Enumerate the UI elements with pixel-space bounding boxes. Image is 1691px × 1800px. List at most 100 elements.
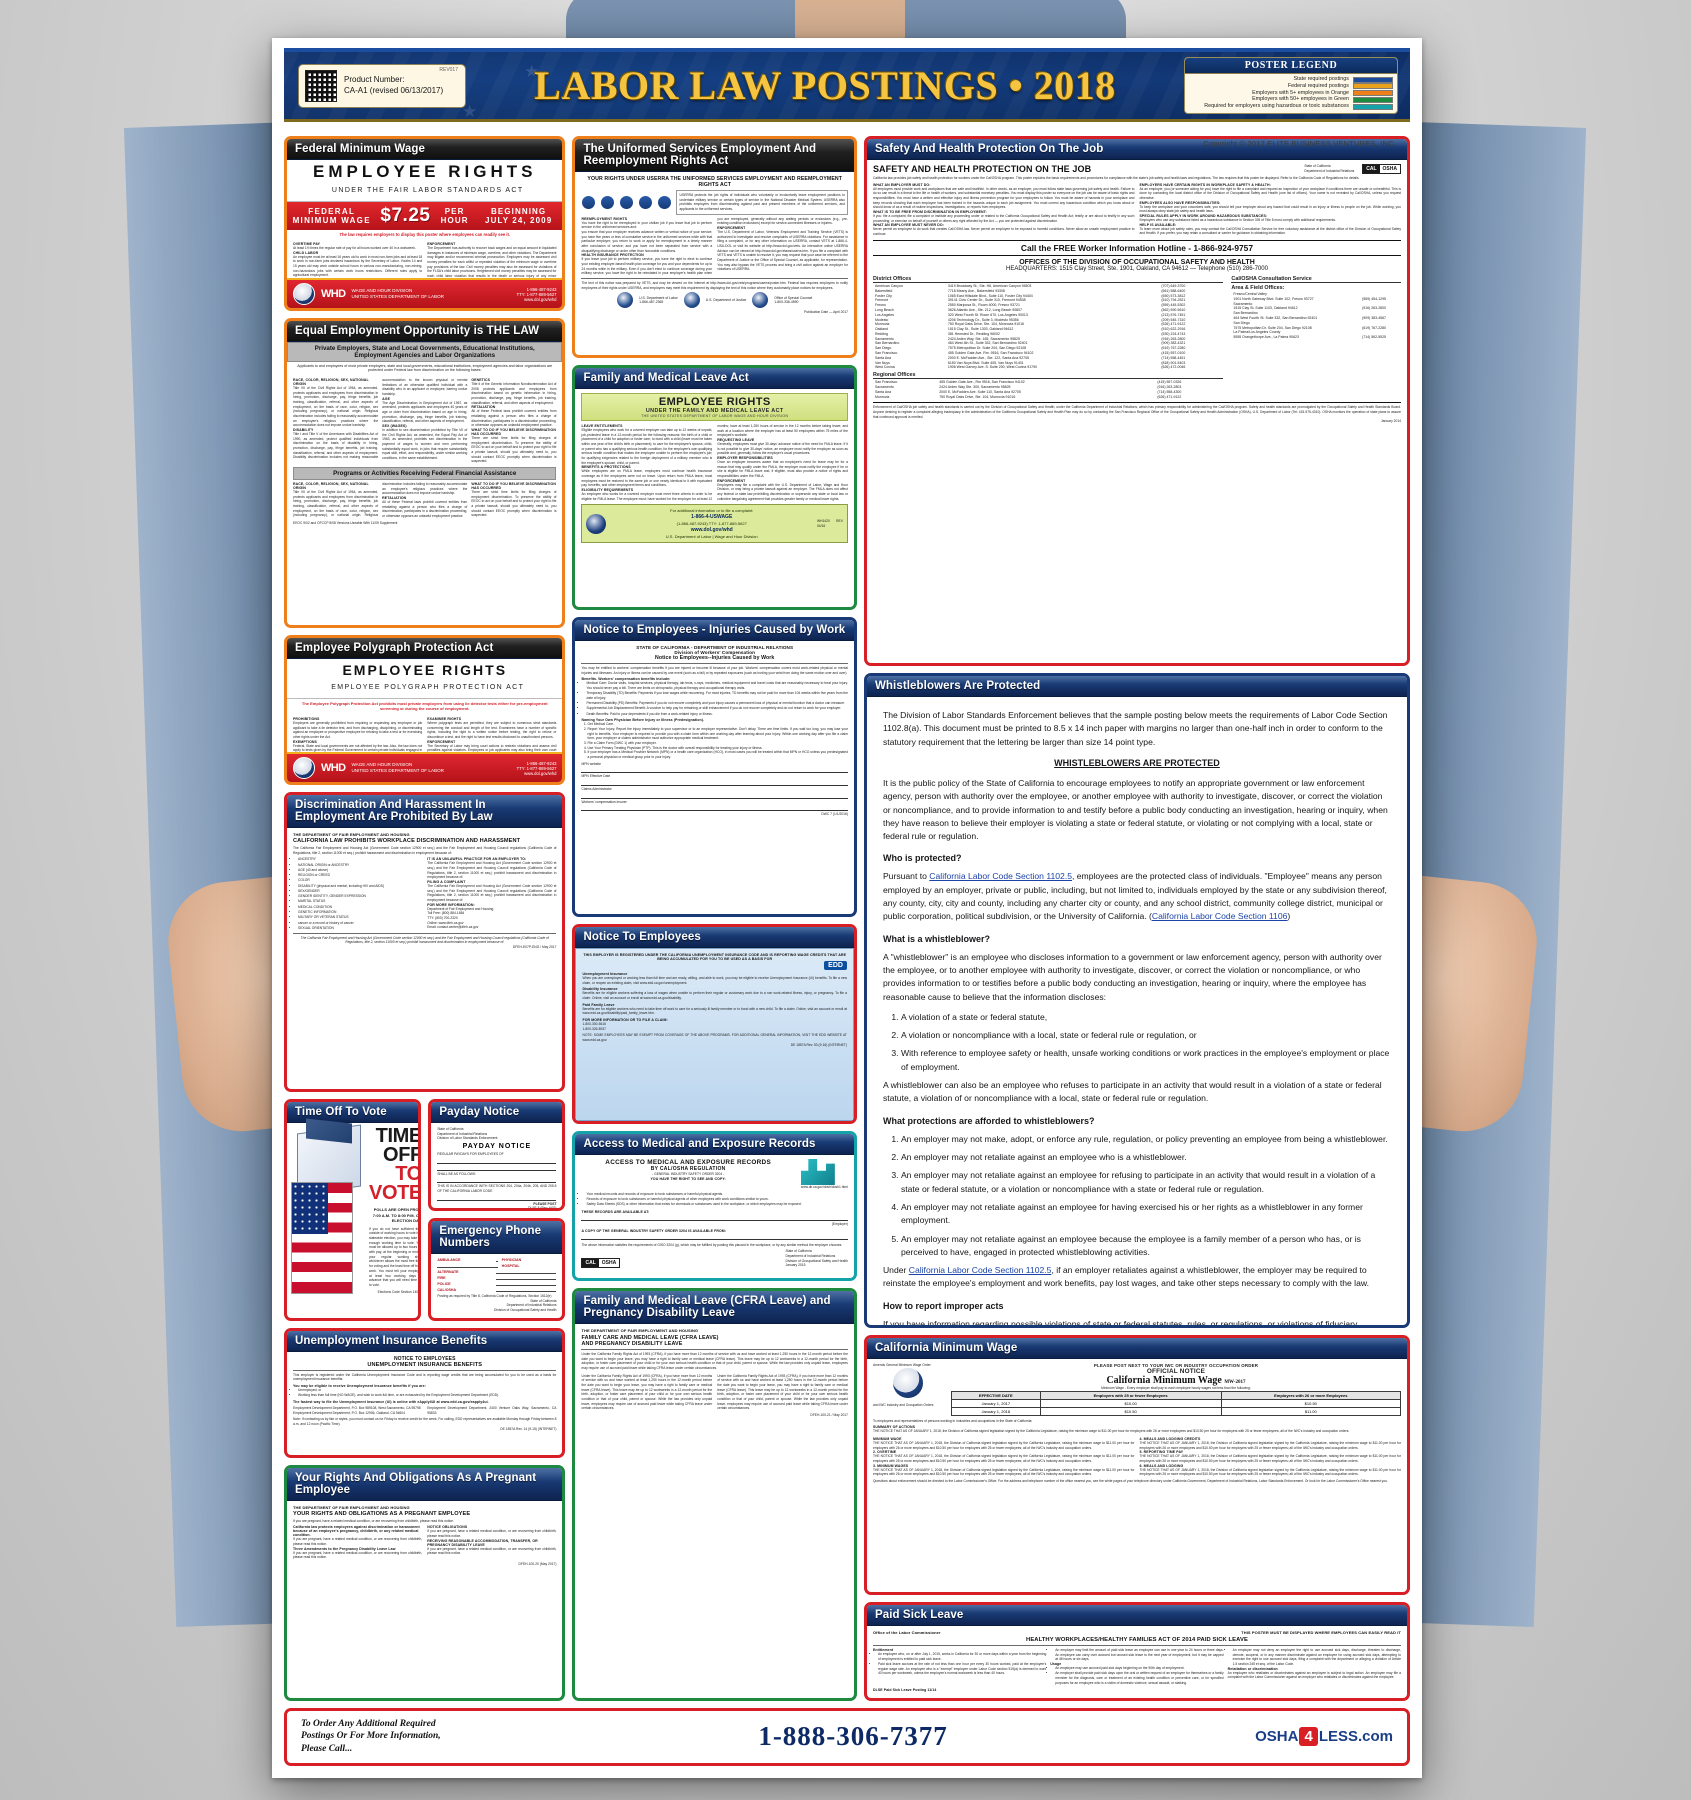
panel-header: Equal Employment Opportunity is THE LAW [287, 321, 563, 342]
section-body: The California Fair Employment and Housi… [427, 861, 557, 880]
payday-field-input[interactable] [437, 1165, 557, 1171]
panel-cfra-pregnancy-disability-leave: Family and Medical Leave (CFRA Leave) an… [572, 1288, 857, 1701]
ui-title-1: NOTICE TO EMPLOYEES [393, 1355, 456, 1362]
pregnant-title: YOUR RIGHTS AND OBLIGATIONS AS A PREGNAN… [293, 1510, 471, 1517]
records-line2: A COPY OF THE GENERAL INDUSTRY SAFETY OR… [581, 1228, 727, 1233]
section-body: Once an employer becomes aware that an e… [717, 460, 848, 479]
dol-url[interactable]: www.dol.gov/whd [524, 770, 557, 776]
marines-seal-icon [638, 194, 654, 210]
more-information-head: FOR MORE INFORMATION: [427, 902, 475, 907]
edd-phone-spanish: 1-800-326-8937 [582, 1026, 606, 1031]
protection-item: An employer may not retaliate against an… [901, 1233, 1391, 1260]
payday-field-input[interactable] [437, 1195, 557, 1201]
panel-payday-notice: Payday Notice State of California Depart… [428, 1099, 566, 1211]
table-row: Long Beach 3626 Atlantic Ave., Ste. 212, … [874, 308, 1186, 313]
program-name: Paid Family Leave [582, 1002, 615, 1007]
table-row: Sacramento 2424 Arden Way, Ste. 165, Sacr… [874, 336, 1186, 341]
osha4less-logo[interactable]: OSHA 4 LESS.com [1255, 1727, 1393, 1747]
labor-code-1102-5-link[interactable]: California Labor Code Section 1102.5 [929, 871, 1072, 882]
injuries-field-input[interactable] [581, 767, 848, 774]
dfeh-department: THE DEPARTMENT OF FAIR EMPLOYMENT AND HO… [293, 1504, 410, 1510]
emergency-contacts-grid: AMBULANCE PHYSICIAN HOSPITAL ALTERNATE FI… [437, 1258, 557, 1292]
records-bullet: Safety Data Sheets (SDS) or other inform… [586, 1202, 847, 1207]
dol-phone: 1-866-487-9243 [526, 760, 557, 766]
contact-website[interactable]: Online: www.dfeh.ca.gov [427, 920, 464, 925]
product-number-label: Product Number: [344, 75, 405, 85]
table-header-row: EFFECTIVE DATE Employers with 25 or fewe… [950, 1390, 1402, 1400]
table-row: 1515 Clay St. Suite 1103, Oakland 94612(… [1233, 306, 1386, 311]
dol-url[interactable]: www.dol.gov/whd [524, 296, 557, 302]
section-body: To keep the workplace and your coworkers… [1139, 204, 1401, 214]
poster-legend: POSTER LEGEND State required postings Fe… [1184, 57, 1398, 114]
contact-email[interactable]: Email: contact.center@dfeh.ca.gov [427, 925, 479, 930]
cfra-doc-id: DFEH-100-21 / May 2017 [810, 1413, 848, 1418]
records-copy-input[interactable] [581, 1234, 848, 1240]
payday-field-input[interactable] [437, 1158, 557, 1164]
userra-doc-id: Publication Date — April 2017 [804, 310, 848, 315]
section-body: If you leave your job to perform militar… [581, 216, 848, 276]
minimum-wage-band: FEDERAL MINIMUM WAGE $7.25 PER HOUR BEGI… [287, 202, 563, 230]
legend-row: State required postings [1185, 76, 1397, 83]
section-body: The Secretary of Labor may bring court a… [427, 743, 557, 752]
section-head: HELP IS AVAILABLE: [1139, 222, 1177, 227]
injury-step: Use Your Primary Treating Physician (PTP… [587, 746, 847, 751]
osha-date: January 2014 [1381, 419, 1401, 424]
emergency-input[interactable] [496, 1282, 557, 1286]
fmla-contact-url[interactable]: www.dol.gov/whd [690, 526, 733, 533]
pregnant-intro: If you are pregnant, have a related medi… [293, 1518, 454, 1523]
section-head: RETALIATION [382, 496, 407, 501]
copyright-notice: Copyright © 2017 ELITE BUSINESS VENTURES… [1203, 139, 1396, 148]
records-url[interactable]: www.dir.ca.gov/dosh/dosh1.html [800, 1185, 848, 1189]
qr-code-icon[interactable] [305, 69, 337, 102]
mw-section: 4. MEALS AND LODGING CREDITS [1139, 1437, 1201, 1442]
records-person-note: (Employer) [831, 1221, 848, 1226]
injuries-field-label: MPN Effective Date [581, 774, 611, 779]
userra-title: YOUR RIGHTS UNDER USERRA THE UNIFORMED S… [587, 176, 843, 188]
safety-state: State of California [1304, 164, 1331, 168]
payday-field-input[interactable] [437, 1177, 557, 1184]
injuries-field-input[interactable] [581, 780, 848, 787]
psl-item: An employer shall provide paid sick days… [1055, 1671, 1223, 1685]
emergency-row: POLICE [437, 1282, 557, 1286]
dol-tty: TTY: 1-877-889-5627 [516, 291, 557, 297]
psl-entitlement-head: Entitlement [872, 1648, 894, 1652]
section-body: If you: file a complaint; file a complai… [872, 214, 1135, 223]
records-rights-list: Your medical records and records of expo… [581, 1192, 847, 1207]
table-row: 7575 Metropolitan Dr. Suite 204, San Die… [1233, 325, 1386, 330]
mw-col-header: Employers with 26 or more Employees [1220, 1390, 1402, 1400]
records-division: Division of Occupational Safety and Heal… [785, 1258, 848, 1263]
section-body: The U.S. Department of Labor, Veterans E… [717, 230, 848, 272]
injuries-field-input[interactable] [581, 805, 848, 812]
emergency-input[interactable] [496, 1258, 498, 1262]
whistleblower-policy: It is the public policy of the State of … [882, 777, 1388, 842]
section-head: SEX (WAGES) [382, 424, 407, 429]
payday-state: State of California [437, 1127, 464, 1131]
injuries-field-input[interactable] [581, 793, 848, 799]
emergency-division: Division of Occupational Safety and Heal… [493, 1308, 557, 1313]
injury-step: Report Your Injury. Report the injury im… [587, 727, 847, 741]
file-cabinet-icon [800, 1159, 835, 1185]
section-body: While employees are on FMLA leave, emplo… [581, 469, 713, 488]
dol-seal-icon [293, 283, 315, 305]
emergency-input[interactable] [437, 1264, 498, 1268]
contact-phone: Toll Free: (800) 884-1684 [427, 911, 465, 916]
emergency-input[interactable] [496, 1276, 557, 1280]
table-row: Redding 381 Hemsted Dr., Redding 96002 (53… [874, 331, 1186, 336]
records-location-input[interactable] [581, 1215, 848, 1221]
dfeh-department: THE DEPARTMENT OF FAIR EMPLOYMENT AND HO… [581, 1328, 699, 1333]
emergency-input[interactable] [496, 1288, 557, 1292]
injuries-field-label: Workers' compensation insurer [581, 799, 627, 804]
mw-section: MINIMUM WAGE [872, 1437, 902, 1442]
program-body: When you are unemployed or working less … [582, 976, 847, 985]
labor-code-1106-link[interactable]: California Labor Code Section 1106 [1151, 911, 1288, 922]
panel-safety-health-protection: Safety And Health Protection On The Job … [863, 136, 1410, 666]
section-head: REQUESTING LEAVE [717, 438, 755, 443]
labor-code-1102-5-link[interactable]: California Labor Code Section 1102.5 [908, 1265, 1052, 1276]
whistleblower-a3-post: , if an employer retaliates against a wh… [882, 1265, 1369, 1289]
table-row: Santa Ana 2000 E. McFadden Ave., Ste. 122… [874, 355, 1186, 360]
emergency-input[interactable] [496, 1270, 557, 1274]
unlawful-practice-head: IT IS AN UNLAWFUL PRACTICE FOR AN EMPLOY… [427, 857, 527, 862]
whistleblower-a3-pre: Under [882, 1265, 909, 1276]
payday-field-label: REGULAR PAYDAYS FOR EMPLOYEES OF [437, 1152, 504, 1157]
order-phone-number[interactable]: 1-888-306-7377 [758, 1721, 948, 1752]
